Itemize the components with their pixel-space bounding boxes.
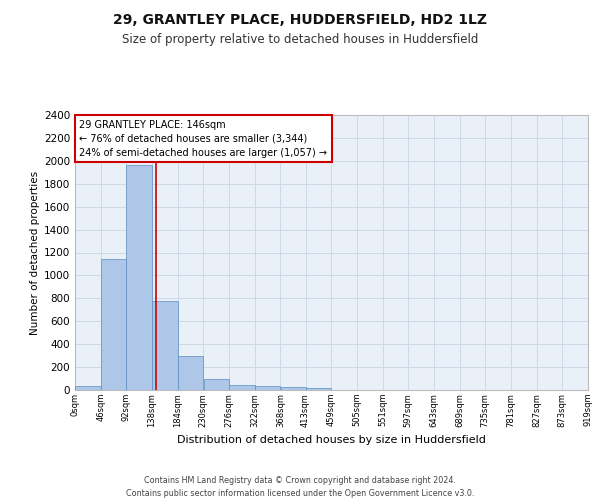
Bar: [255, 386, 280, 390]
Y-axis label: Number of detached properties: Number of detached properties: [30, 170, 40, 334]
Bar: [127, 166, 152, 390]
Text: Size of property relative to detached houses in Huddersfield: Size of property relative to detached ho…: [122, 32, 478, 46]
Text: Contains HM Land Registry data © Crown copyright and database right 2024.
Contai: Contains HM Land Registry data © Crown c…: [126, 476, 474, 498]
Bar: [203, 378, 229, 390]
Bar: [152, 300, 178, 390]
Bar: [75, 386, 101, 390]
Bar: [229, 384, 254, 390]
Text: 29 GRANTLEY PLACE: 146sqm
← 76% of detached houses are smaller (3,344)
24% of se: 29 GRANTLEY PLACE: 146sqm ← 76% of detac…: [79, 120, 328, 158]
Bar: [101, 260, 126, 390]
Bar: [305, 388, 331, 390]
X-axis label: Distribution of detached houses by size in Huddersfield: Distribution of detached houses by size …: [177, 435, 486, 445]
Bar: [178, 356, 203, 390]
Text: 29, GRANTLEY PLACE, HUDDERSFIELD, HD2 1LZ: 29, GRANTLEY PLACE, HUDDERSFIELD, HD2 1L…: [113, 12, 487, 26]
Bar: [281, 387, 306, 390]
